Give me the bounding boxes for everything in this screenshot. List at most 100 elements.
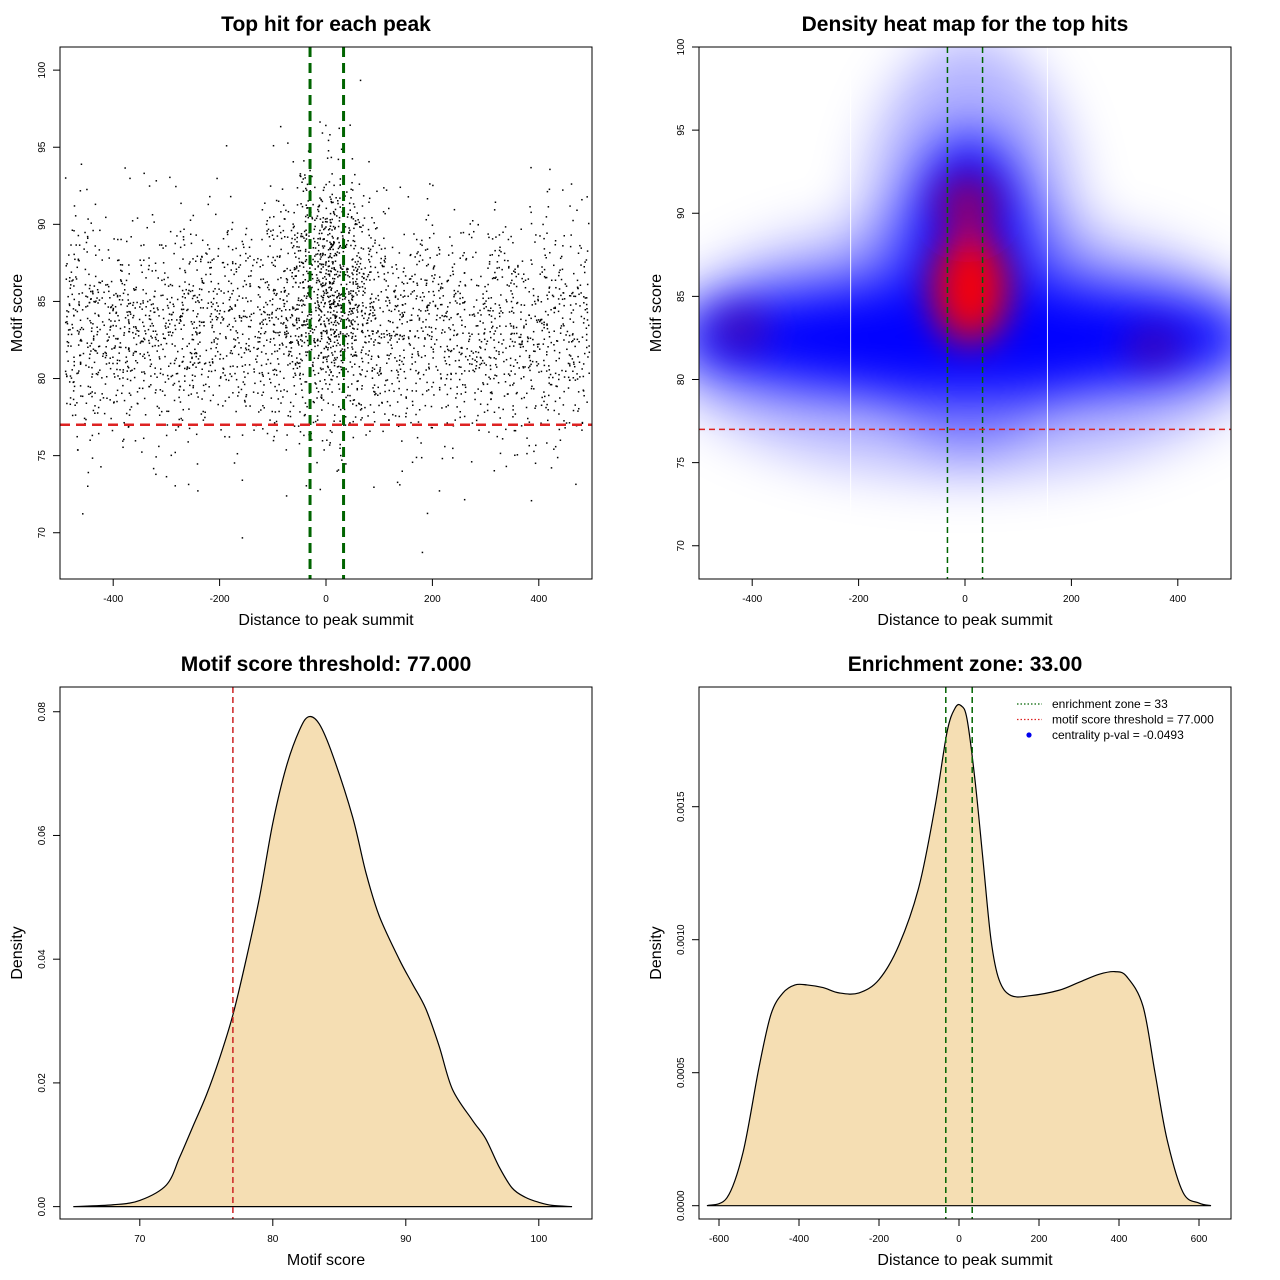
scatter-point xyxy=(348,319,350,321)
scatter-point xyxy=(164,337,166,340)
scatter-point xyxy=(71,327,74,329)
scatter-point xyxy=(493,469,496,472)
scatter-point xyxy=(381,265,384,268)
scatter-point xyxy=(332,237,334,239)
scatter-point xyxy=(253,371,256,373)
scatter-point xyxy=(352,283,354,285)
scatter-point xyxy=(305,297,308,299)
scatter-point xyxy=(144,372,146,375)
scatter-point xyxy=(160,244,163,246)
scatter-point xyxy=(289,335,292,338)
scatter-point xyxy=(346,216,349,218)
scatter-point xyxy=(373,222,376,224)
scatter-point xyxy=(509,384,511,387)
scatter-point xyxy=(330,346,332,349)
scatter-point xyxy=(296,204,299,206)
scatter-point xyxy=(76,329,79,332)
scatter-point xyxy=(146,351,149,354)
scatter-point xyxy=(230,282,233,285)
scatter-point xyxy=(200,321,203,324)
scatter-point xyxy=(360,310,363,313)
scatter-point xyxy=(209,273,212,276)
scatter-point xyxy=(334,228,336,230)
scatter-point xyxy=(108,318,110,321)
scatter-point xyxy=(479,403,482,405)
scatter-point xyxy=(176,372,179,375)
scatter-point xyxy=(94,301,96,303)
scatter-point xyxy=(193,362,196,364)
scatter-point xyxy=(304,260,307,263)
scatter-point xyxy=(273,324,276,326)
scatter-point xyxy=(538,371,540,373)
scatter-point xyxy=(450,378,452,381)
x-tick-label: -200 xyxy=(210,594,230,605)
scatter-point xyxy=(368,234,370,237)
scatter-point xyxy=(345,327,347,329)
scatter-point xyxy=(301,324,303,326)
scatter-point xyxy=(550,383,553,386)
scatter-point xyxy=(129,311,132,313)
scatter-point xyxy=(356,270,358,272)
scatter-point xyxy=(85,364,87,367)
scatter-point xyxy=(434,305,437,308)
scatter-point xyxy=(353,247,355,250)
scatter-point xyxy=(333,254,336,257)
scatter-point xyxy=(256,348,258,350)
scatter-point xyxy=(124,317,127,319)
scatter-point xyxy=(415,390,418,392)
scatter-point xyxy=(122,369,125,371)
scatter-point xyxy=(173,252,175,255)
scatter-point xyxy=(209,261,212,264)
scatter-point xyxy=(510,300,513,303)
scatter-point xyxy=(298,246,300,248)
scatter-point xyxy=(389,339,391,341)
x-tick-label: 400 xyxy=(1111,1234,1128,1245)
scatter-point xyxy=(438,253,441,255)
scatter-point xyxy=(354,363,356,365)
scatter-point xyxy=(285,330,288,333)
scatter-point xyxy=(530,259,532,261)
scatter-point xyxy=(180,202,182,205)
scatter-point xyxy=(77,372,80,374)
scatter-point xyxy=(276,358,279,360)
scatter-point xyxy=(128,310,130,313)
scatter-point xyxy=(448,355,450,358)
scatter-point xyxy=(191,297,194,300)
scatter-point xyxy=(464,326,466,328)
scatter-point xyxy=(533,300,536,303)
scatter-point xyxy=(446,373,449,376)
scatter-point xyxy=(171,343,174,345)
scatter-point xyxy=(471,422,474,424)
scatter-point xyxy=(111,304,114,306)
scatter-point xyxy=(254,335,256,338)
scatter-point xyxy=(499,325,501,327)
scatter-point xyxy=(403,267,405,269)
scatter-point xyxy=(339,178,342,180)
scatter-point xyxy=(162,262,165,264)
scatter-point xyxy=(352,399,355,402)
scatter-point xyxy=(121,270,123,272)
scatter-point xyxy=(334,350,336,353)
scatter-point xyxy=(509,322,512,325)
scatter-point xyxy=(95,350,97,352)
scatter-point xyxy=(328,322,330,325)
scatter-point xyxy=(476,325,479,327)
scatter-point xyxy=(399,186,402,189)
scatter-point xyxy=(262,375,264,377)
scatter-point xyxy=(340,148,343,151)
scatter-point xyxy=(378,370,381,373)
scatter-point xyxy=(533,450,535,453)
scatter-point xyxy=(377,355,379,357)
scatter-point xyxy=(311,264,313,266)
x-tick-label: -200 xyxy=(869,1234,889,1245)
scatter-point xyxy=(441,329,444,331)
scatter-point xyxy=(263,344,265,347)
scatter-point xyxy=(457,313,459,315)
scatter-point xyxy=(456,302,458,304)
scatter-point xyxy=(152,307,155,310)
scatter-point xyxy=(388,309,390,312)
scatter-point xyxy=(365,353,367,355)
scatter-point xyxy=(534,303,537,305)
scatter-point xyxy=(425,218,428,221)
scatter-point xyxy=(127,293,129,296)
